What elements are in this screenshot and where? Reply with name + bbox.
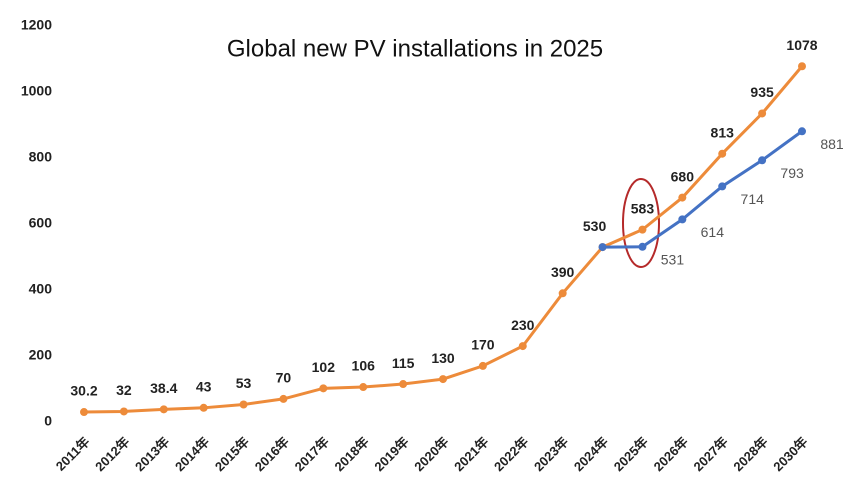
y-tick-label: 600 bbox=[29, 215, 53, 231]
point bbox=[718, 182, 727, 191]
y-tick-label: 200 bbox=[29, 347, 53, 363]
point bbox=[678, 193, 687, 202]
point bbox=[598, 243, 607, 252]
data-label: 230 bbox=[511, 317, 535, 333]
y-tick-label: 1200 bbox=[21, 17, 52, 33]
data-label: 1078 bbox=[786, 37, 817, 53]
y-tick-label: 800 bbox=[29, 149, 53, 165]
data-label: 714 bbox=[741, 191, 765, 207]
point bbox=[638, 225, 647, 234]
data-label: 390 bbox=[551, 264, 575, 280]
point bbox=[638, 242, 647, 251]
point bbox=[558, 289, 567, 298]
point bbox=[518, 342, 527, 351]
data-label: 583 bbox=[631, 200, 655, 216]
data-label: 38.4 bbox=[150, 380, 177, 396]
data-label: 53 bbox=[236, 375, 252, 391]
y-tick-label: 1000 bbox=[21, 83, 52, 99]
point bbox=[359, 383, 368, 392]
point bbox=[80, 408, 88, 417]
point bbox=[279, 394, 288, 403]
data-label: 32 bbox=[116, 382, 132, 398]
data-label: 935 bbox=[750, 84, 774, 100]
point bbox=[798, 62, 806, 71]
point bbox=[758, 109, 767, 118]
data-label: 170 bbox=[471, 337, 495, 353]
data-label: 531 bbox=[661, 251, 685, 267]
data-label: 70 bbox=[276, 370, 292, 386]
point bbox=[159, 405, 168, 414]
point bbox=[478, 361, 487, 370]
point bbox=[758, 156, 767, 165]
line bbox=[602, 130, 803, 249]
data-label: 115 bbox=[392, 355, 415, 371]
point bbox=[798, 127, 806, 136]
point bbox=[319, 384, 328, 393]
point bbox=[439, 375, 447, 384]
chart-title: Global new PV installations in 2025 bbox=[227, 35, 603, 62]
data-label: 793 bbox=[780, 165, 804, 181]
point bbox=[239, 400, 248, 409]
point bbox=[119, 407, 128, 416]
data-label: 30.2 bbox=[70, 383, 97, 399]
data-label: 43 bbox=[196, 379, 212, 395]
data-label: 530 bbox=[583, 218, 607, 234]
data-label: 102 bbox=[312, 359, 336, 375]
data-label: 881 bbox=[820, 136, 844, 152]
data-label: 614 bbox=[701, 224, 725, 240]
data-label: 130 bbox=[431, 350, 455, 366]
highlight-ellipse bbox=[622, 178, 660, 268]
data-label: 680 bbox=[671, 168, 695, 184]
point bbox=[718, 149, 727, 158]
y-tick-label: 0 bbox=[44, 413, 52, 429]
point bbox=[678, 215, 687, 224]
data-label: 813 bbox=[711, 124, 735, 140]
y-tick-label: 400 bbox=[29, 281, 53, 297]
point bbox=[199, 403, 208, 412]
point bbox=[399, 380, 408, 389]
data-label: 106 bbox=[352, 358, 376, 374]
